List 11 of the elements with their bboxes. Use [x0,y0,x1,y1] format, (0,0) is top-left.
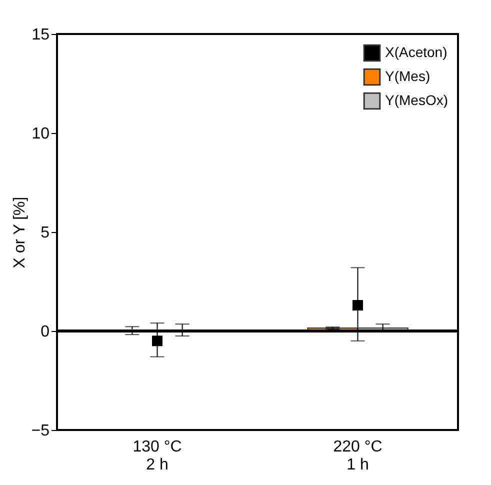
legend-label: X(Aceton) [385,44,448,60]
y-tick-label: 10 [32,126,50,142]
legend-label: Y(MesOx) [385,92,448,108]
x-tick-label: 130 °C 2 h [132,438,182,474]
y-tick-label: 15 [32,26,50,44]
y-tick-label: 0 [40,324,50,340]
y-tick-label: 5 [40,224,50,242]
y-tick-label: −5 [31,422,50,440]
legend-label: Y(Mes) [385,68,430,84]
y-axis-title: X or Y [%] [11,196,28,268]
x-tick-label: 220 °C 1 h [333,438,382,474]
